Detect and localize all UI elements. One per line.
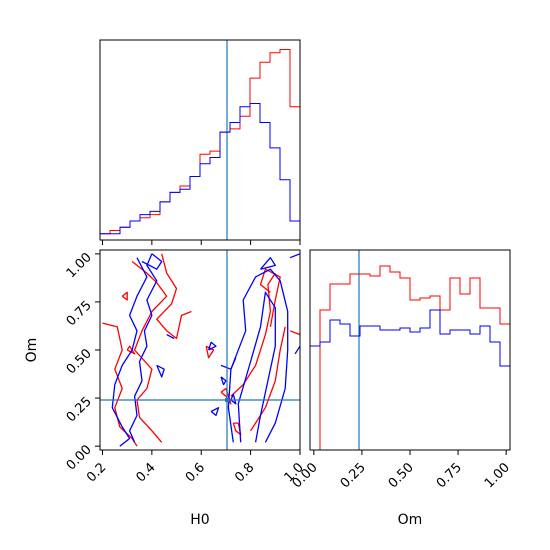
contour-line <box>131 260 168 443</box>
contour-frame <box>99 249 301 451</box>
contour-xtick-label: 0.8 <box>232 460 257 485</box>
h0-histogram-panel <box>99 39 301 245</box>
om-histogram-red-series <box>310 265 511 451</box>
contour-line <box>220 376 227 386</box>
om-histogram-blue-series <box>309 309 511 450</box>
contour-line <box>260 257 276 270</box>
contour-xticks: 0.2 0.4 0.6 0.8 1.0 <box>84 450 307 485</box>
contour-line <box>102 322 138 447</box>
contour-line <box>259 268 281 328</box>
contour-line <box>156 253 192 340</box>
contour-line <box>156 364 165 378</box>
contour-line <box>166 334 175 340</box>
h0-histogram-blue-series <box>99 103 301 240</box>
contour-line <box>227 268 289 443</box>
contour-line <box>141 253 163 270</box>
contour-yticks: 0.000.250.500.751.00 <box>64 250 100 473</box>
contour-line <box>230 272 276 397</box>
contour-line <box>289 330 301 336</box>
contour-truth-point <box>225 398 229 402</box>
contour-line <box>121 291 128 301</box>
contour-xtick-label: 0.6 <box>183 460 208 485</box>
contour-line <box>294 345 301 355</box>
h0-axis-label: H0 <box>190 512 209 528</box>
om-histogram-panel: 0.00 0.25 0.50 0.75 1.00 Om <box>290 249 513 528</box>
contour-line <box>210 407 220 417</box>
contour-blue-series <box>111 253 301 447</box>
contour-ytick-label: 0.25 <box>64 394 95 425</box>
contour-xtick-label: 0.4 <box>133 460 158 485</box>
contour-line <box>220 387 232 405</box>
contour-line <box>230 393 237 405</box>
h0-om-contour-panel: 0.2 0.4 0.6 0.8 1.0 0.000.250.500.751.00 H0 … <box>24 249 307 528</box>
om-hist-xtick-label: 0.75 <box>434 460 465 491</box>
contour-ytick-label: 1.00 <box>64 250 95 281</box>
contour-line <box>207 341 217 351</box>
contour-ytick-label: 0.50 <box>64 346 95 377</box>
h0-histogram-xticks <box>101 240 301 245</box>
contour-line <box>111 257 148 447</box>
contour-ytick-label: 0.75 <box>64 298 95 329</box>
h0-histogram-frame <box>99 39 301 241</box>
om-hist-xtick-label: 0.50 <box>386 460 417 491</box>
om-histogram-xticks: 0.00 0.25 0.50 0.75 1.00 <box>290 450 513 491</box>
om-axis-label-y: Om <box>24 338 40 363</box>
om-hist-xtick-label: 0.25 <box>338 460 369 491</box>
contour-line <box>128 253 158 443</box>
contour-line <box>289 253 301 259</box>
contour-xtick-label: 0.2 <box>84 460 109 485</box>
om-hist-xtick-label: 1.00 <box>482 460 513 491</box>
om-axis-label-x: Om <box>398 512 423 528</box>
contour-line <box>237 291 276 443</box>
